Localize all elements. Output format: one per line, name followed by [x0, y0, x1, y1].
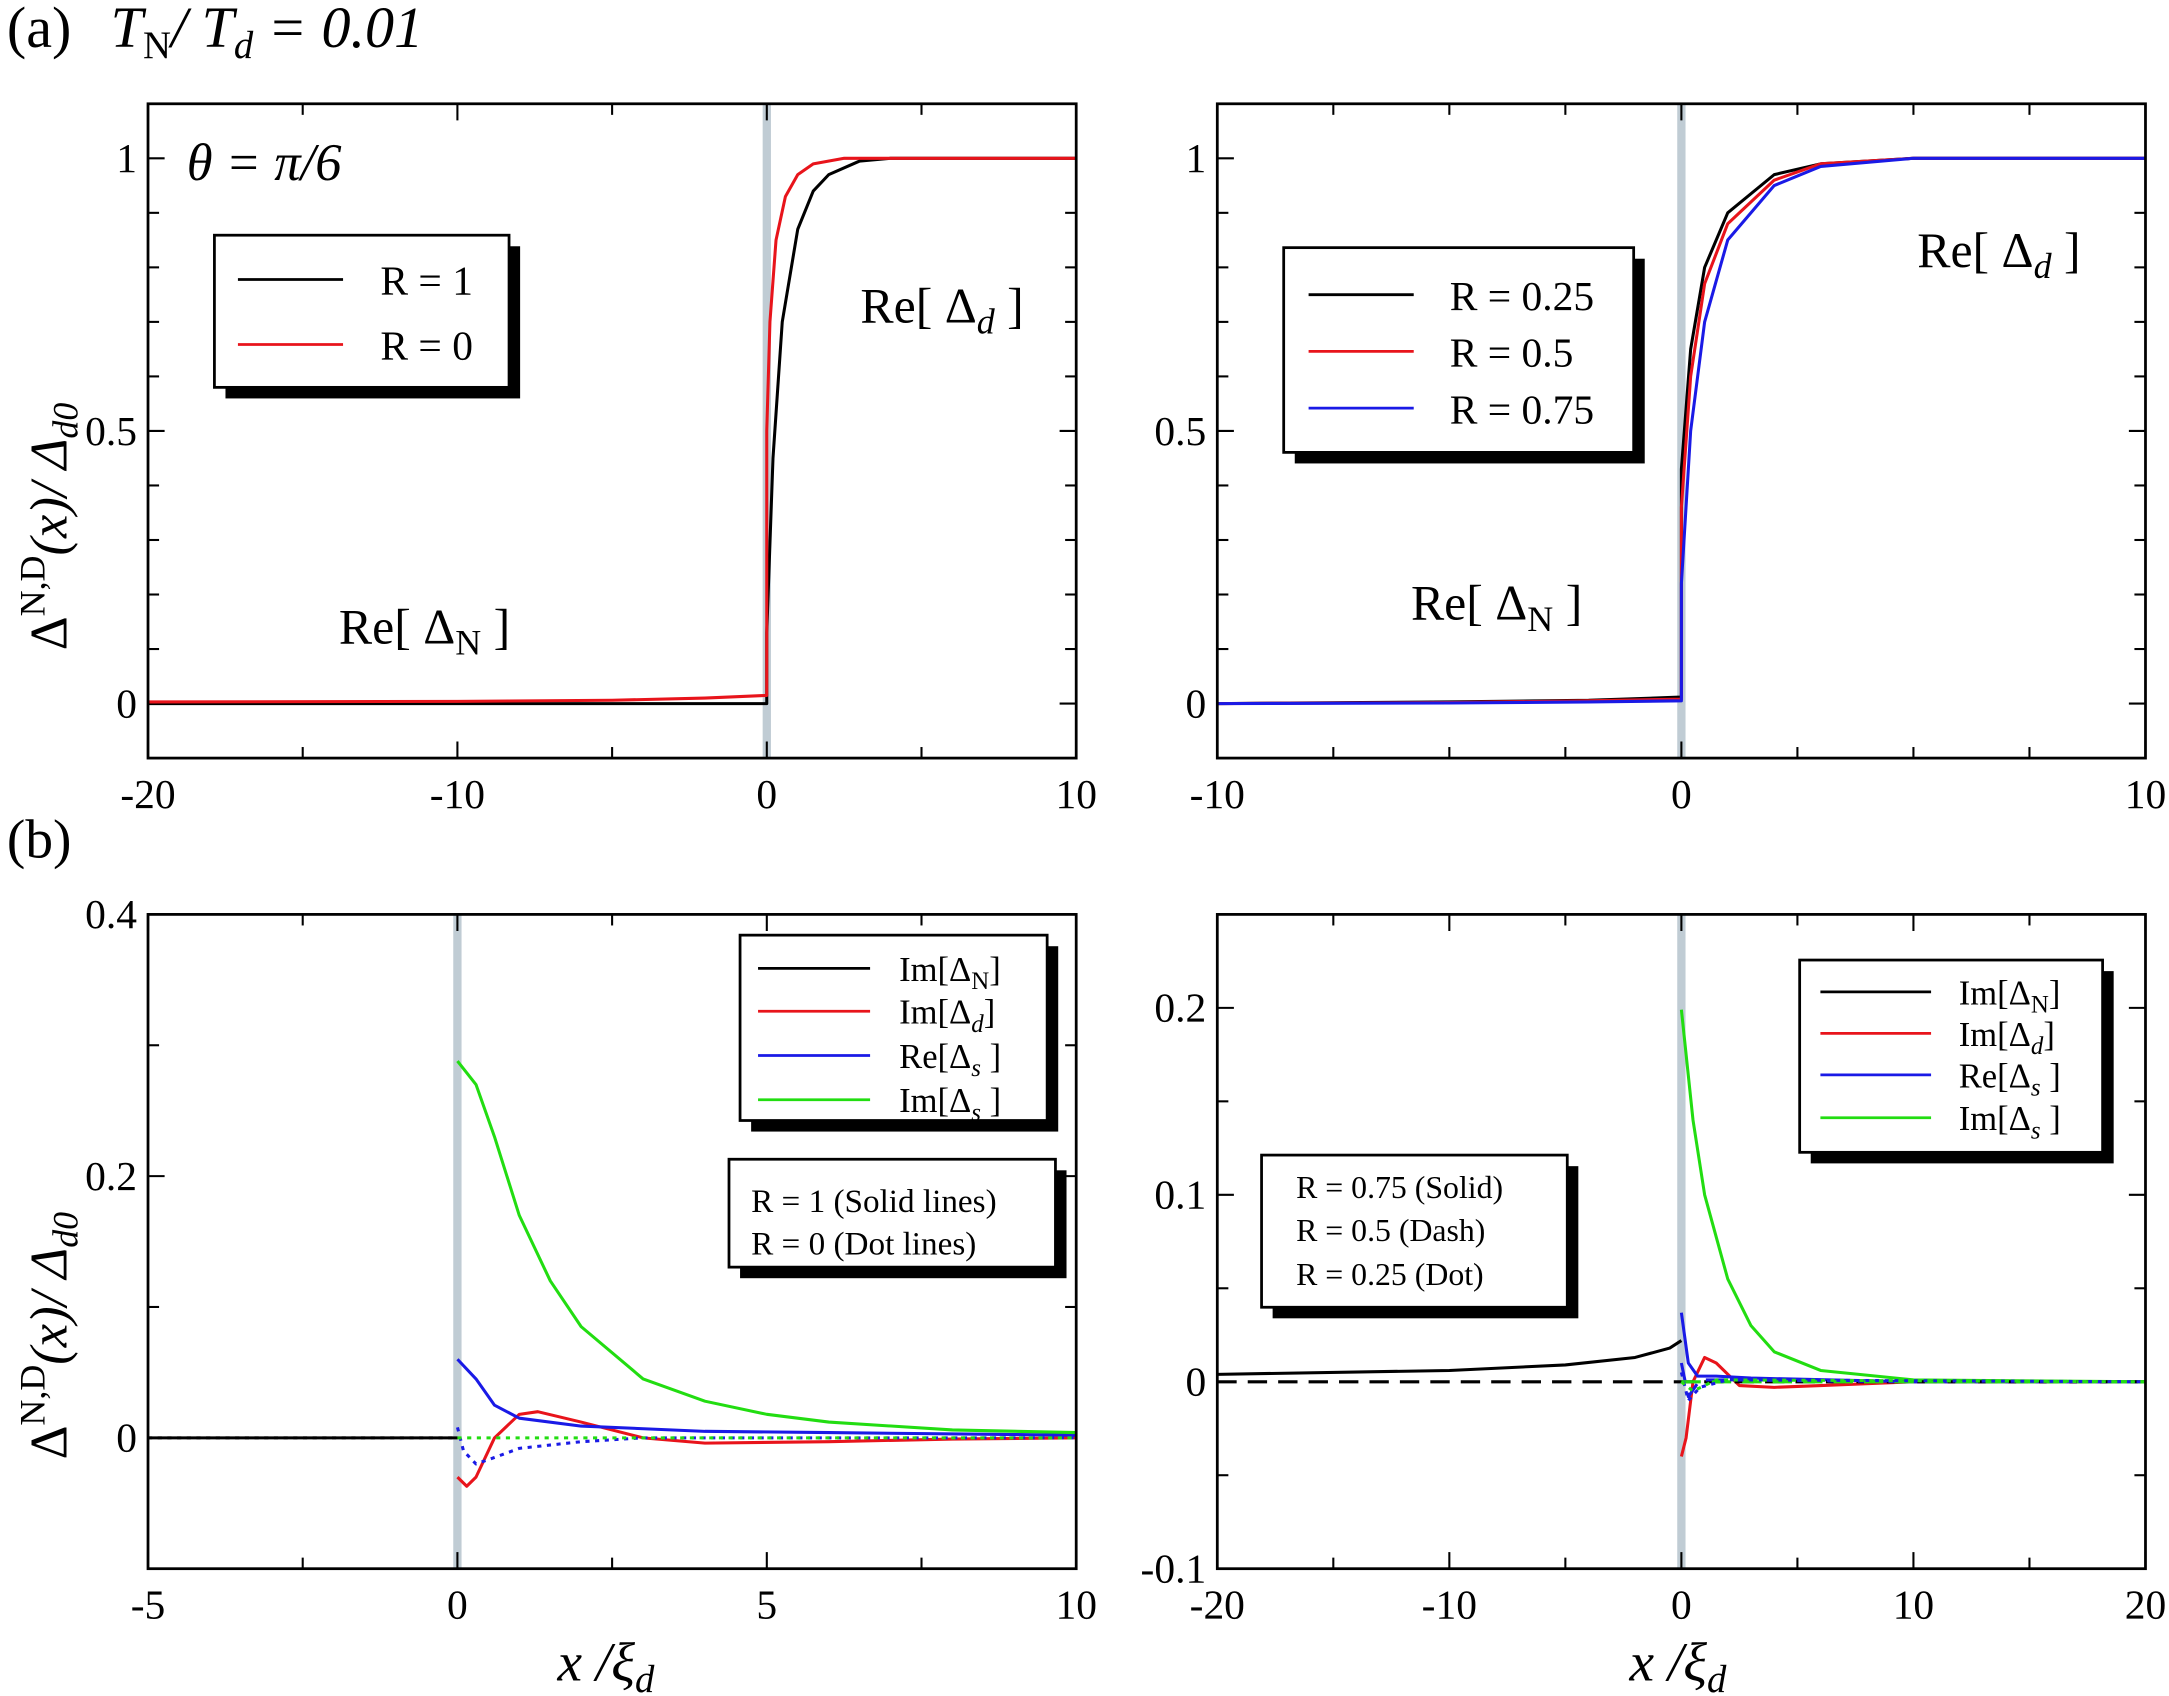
- legend-b-right-styles: R = 0.75 (Solid) R = 0.5 (Dash) R = 0.25…: [1260, 1153, 1579, 1319]
- plot-frame: [146, 102, 1078, 760]
- y-tick-label: 0: [116, 680, 137, 726]
- legend-label: R = 0.25: [1450, 273, 1594, 319]
- y-tick-label: 1: [116, 135, 137, 181]
- y-tick-label: 0: [116, 1415, 137, 1461]
- series-line: [1217, 1339, 1683, 1376]
- legend-b-right: Im[ΔN] Im[Δd] Re[Δs ] Im[Δs ]: [1798, 958, 2114, 1164]
- series-line: [1217, 156, 2146, 706]
- y-tick-label: 0.5: [1154, 408, 1206, 454]
- legend-label: R = 0.75 (Solid): [1296, 1170, 1503, 1205]
- legend-b-left-styles: R = 1 (Solid lines) R = 0 (Dot lines): [727, 1157, 1067, 1279]
- legend-label: R = 0: [380, 323, 473, 369]
- x-tick-label: 10: [1055, 1581, 1096, 1627]
- legend-label: Im[Δs ]: [899, 1082, 1001, 1126]
- temperature-ratio: TN/ Td = 0.01: [111, 0, 423, 67]
- legend-label: R = 0 (Dot lines): [751, 1226, 976, 1263]
- x-tick-label: 0: [447, 1581, 468, 1627]
- re-delta-n-label-left: Re[ ΔN ]: [339, 599, 510, 662]
- re-delta-n-label-right: Re[ ΔN ]: [1411, 576, 1582, 639]
- x-axis-label-right: x /ξd: [1629, 1632, 1727, 1696]
- x-tick-label: -5: [131, 1581, 166, 1627]
- x-tick-label: 10: [1893, 1581, 1934, 1627]
- series-line: [456, 1060, 1077, 1435]
- series-line: [1679, 1355, 2146, 1457]
- x-tick-label: -10: [1190, 771, 1245, 817]
- legend-label: R = 1: [380, 258, 473, 304]
- plot-frame: [1215, 913, 2147, 1571]
- legend-b-left: Im[ΔN] Im[Δd] Re[Δs ] Im[Δs ]: [738, 933, 1059, 1132]
- x-tick-label: 0: [1671, 771, 1692, 817]
- plot-b-right: -20 -10 0 10 20 -0.1 0 0.1 0.2: [1141, 913, 2166, 1627]
- y-tick-label: 0: [1185, 680, 1206, 726]
- re-delta-d-label-left: Re[ Δd ]: [860, 278, 1023, 341]
- x-tick-label: 5: [756, 1581, 777, 1627]
- svg-text:ΔN,D(x)/ Δd0: ΔN,D(x)/ Δd0: [12, 403, 85, 651]
- plot-frame: [146, 913, 1078, 1571]
- series-line: [1680, 1378, 2146, 1393]
- legend-label: R = 0.75: [1450, 386, 1594, 432]
- legend-label: R = 0.5 (Dash): [1296, 1213, 1485, 1248]
- y-tick-label: -0.1: [1141, 1546, 1207, 1592]
- y-tick-label: 0.2: [85, 1153, 137, 1199]
- legend-label: Im[Δs ]: [1959, 1100, 2061, 1144]
- x-tick-label: -20: [1190, 1581, 1245, 1627]
- legend-a-left: R = 1 R = 0: [213, 233, 521, 399]
- y-axis-label-a: ΔN,D(x)/ Δd0: [12, 403, 85, 651]
- x-tick-label: 0: [1671, 1581, 1692, 1627]
- x-tick-label: 0: [756, 771, 777, 817]
- x-tick-label: -10: [430, 771, 485, 817]
- y-tick-label: 1: [1185, 135, 1206, 181]
- re-delta-d-label-right: Re[ Δd ]: [1917, 223, 2080, 286]
- series-line: [1679, 1009, 2146, 1384]
- y-tick-label: 0.2: [1154, 985, 1206, 1031]
- legend-label: R = 1 (Solid lines): [751, 1183, 997, 1220]
- x-tick-label: -20: [120, 771, 175, 817]
- y-tick-label: 0.5: [85, 408, 137, 454]
- x-tick-label: 10: [2125, 771, 2166, 817]
- svg-text:ΔN,D(x)/ Δd0: ΔN,D(x)/ Δd0: [12, 1212, 85, 1460]
- panel-a-label: (a): [7, 0, 71, 60]
- plot-a-right: -10 0 10 0 0.5 1: [1154, 102, 2166, 817]
- legend-label: R = 0.25 (Dot): [1296, 1257, 1484, 1292]
- series-line: [456, 1410, 1077, 1488]
- series-line: [456, 1358, 1077, 1437]
- series-line: [1679, 1372, 2146, 1403]
- legend-label: Re[Δs ]: [899, 1038, 1001, 1082]
- y-tick-label: 0: [1185, 1359, 1206, 1405]
- legend-label: Im[ΔN]: [1959, 974, 2061, 1018]
- legend-label: Im[ΔN]: [899, 951, 1001, 995]
- x-tick-label: -10: [1422, 1581, 1477, 1627]
- legend-label: Im[Δd]: [1959, 1016, 2055, 1060]
- y-tick-label: 0.4: [85, 891, 137, 937]
- y-axis-label-b: ΔN,D(x)/ Δd0: [12, 1212, 85, 1460]
- legend-label: Re[Δs ]: [1959, 1057, 2061, 1101]
- theta-annotation: θ = π/6: [187, 134, 342, 192]
- x-tick-label: 10: [1055, 771, 1096, 817]
- y-tick-label: 0.1: [1154, 1172, 1206, 1218]
- plot-frame: [1215, 102, 2147, 760]
- legend-label: Im[Δd]: [899, 994, 995, 1038]
- x-tick-label: 20: [2125, 1581, 2166, 1627]
- plot-a-left: -20 -10 0 10 0 0.5 1: [85, 102, 1097, 817]
- legend-a-right: R = 0.25 R = 0.5 R = 0.75: [1282, 246, 1645, 464]
- x-axis-label-left: x /ξd: [556, 1632, 654, 1696]
- panel-b-label: (b): [7, 809, 72, 870]
- legend-label: R = 0.5: [1450, 330, 1574, 376]
- plot-b-left: -5 0 5 10 0 0.2 0.4: [85, 891, 1097, 1627]
- series-line: [148, 156, 1077, 704]
